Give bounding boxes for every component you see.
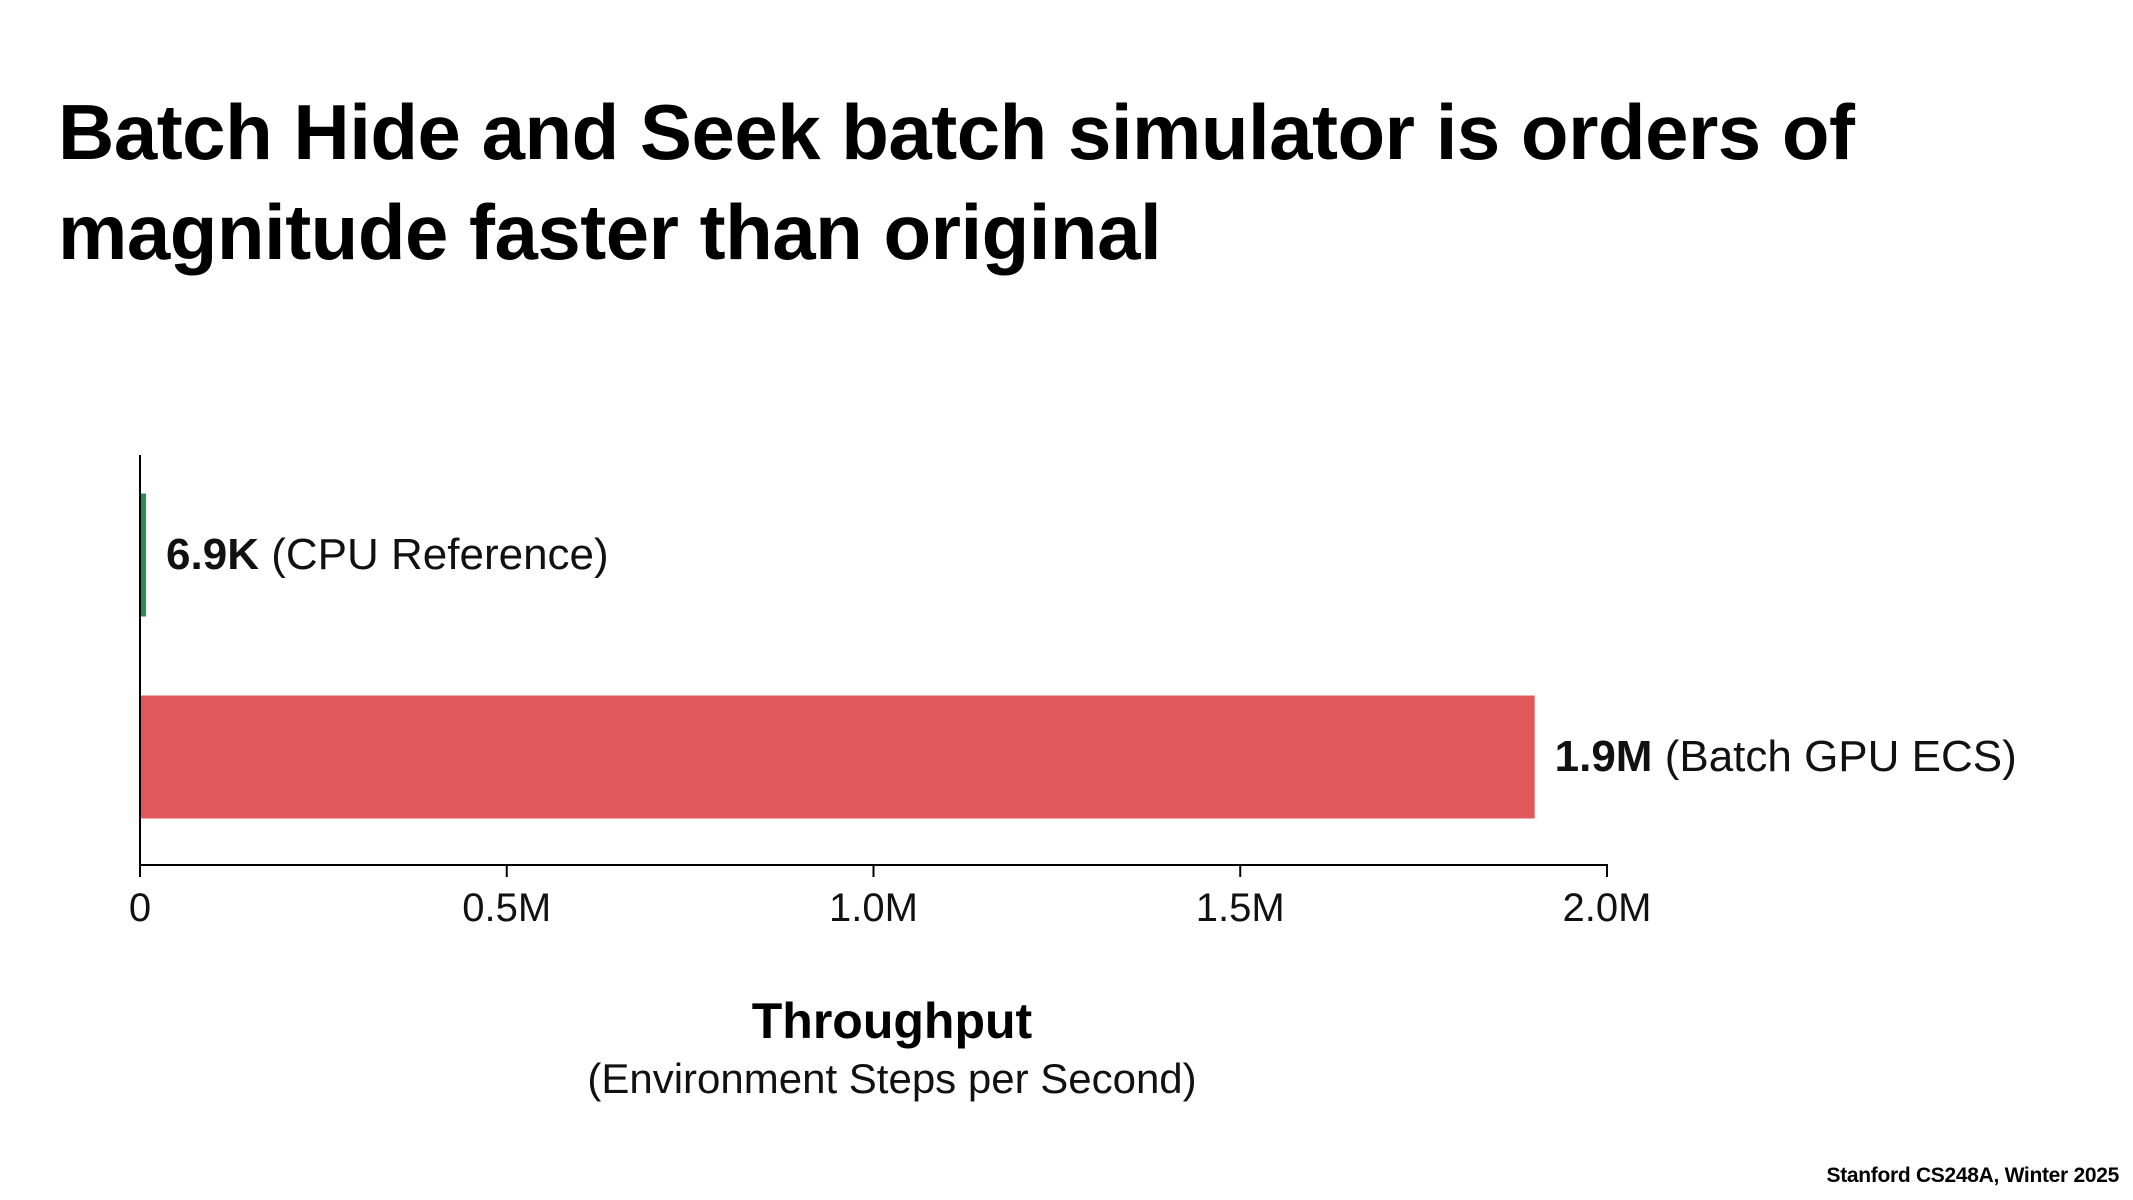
bar-data-label: 6.9K (CPU Reference) — [166, 530, 609, 579]
x-tick-label: 0 — [129, 886, 151, 930]
bar-value-label: 1.9M — [1555, 732, 1653, 781]
x-axis-subtitle: (Environment Steps per Second) — [587, 1055, 1196, 1102]
x-axis-title: Throughput — [752, 993, 1033, 1049]
x-tick-label: 1.5M — [1196, 886, 1285, 930]
bar-batch-gpu-ecs — [141, 695, 1535, 819]
bar-value-label: 6.9K — [166, 530, 259, 579]
bar-category-label: (Batch GPU ECS) — [1652, 732, 2016, 781]
bar-data-label: 1.9M (Batch GPU ECS) — [1555, 732, 2017, 781]
bar-category-label: (CPU Reference) — [259, 530, 609, 579]
x-tick-label: 2.0M — [1563, 886, 1652, 930]
x-tick-label: 0.5M — [462, 886, 551, 930]
slide-title: Batch Hide and Seek batch simulator is o… — [58, 88, 1855, 276]
footer-course-label: Stanford CS248A, Winter 2025 — [1826, 1164, 2119, 1187]
x-tick-label: 1.0M — [829, 886, 918, 930]
bar-cpu-reference — [141, 493, 147, 617]
